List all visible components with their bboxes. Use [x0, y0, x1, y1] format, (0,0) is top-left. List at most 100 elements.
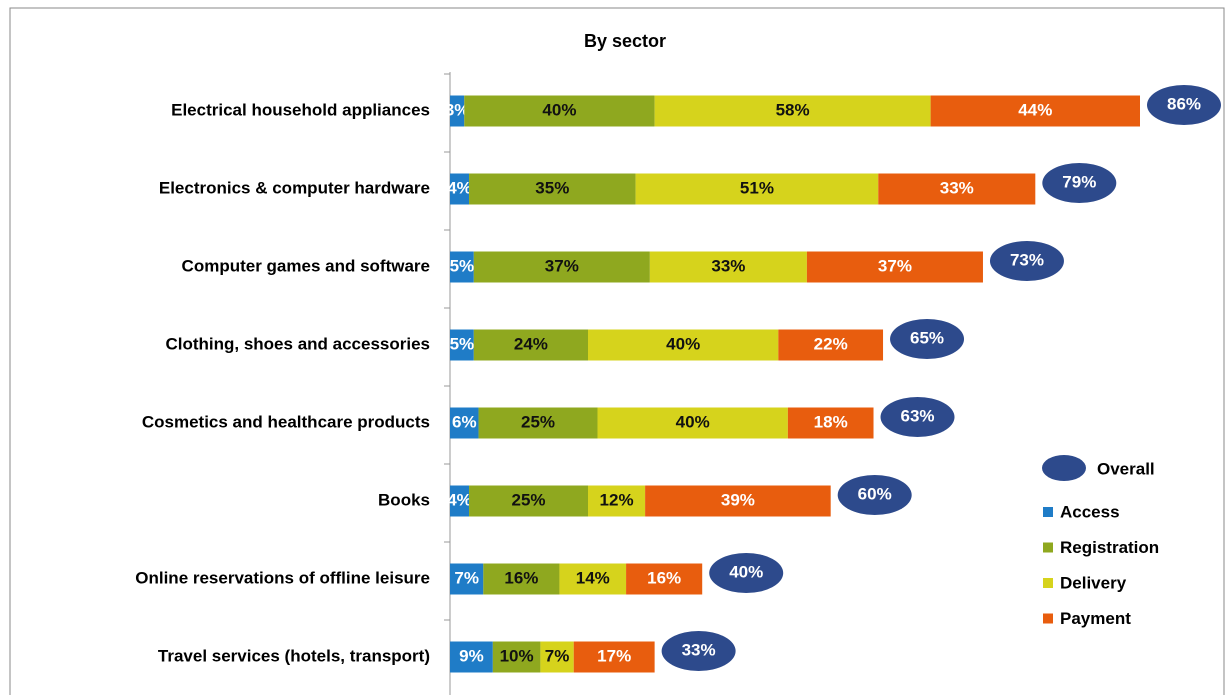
- bar-segment: [597, 407, 788, 439]
- bar-segment: [450, 329, 474, 361]
- category-label: Online reservations of offline leisure: [135, 568, 430, 587]
- legend-swatch: [1043, 542, 1053, 553]
- data-label: 17%: [597, 646, 631, 665]
- bar-segment: [478, 407, 598, 439]
- data-label: 16%: [504, 568, 538, 587]
- data-label: 40%: [676, 412, 710, 431]
- overall-marker: [1147, 85, 1221, 125]
- data-label: 37%: [878, 256, 912, 275]
- bar-segment: [787, 407, 874, 439]
- bar-segment: [559, 563, 627, 595]
- data-label: 35%: [535, 178, 569, 197]
- bar-segment: [469, 173, 636, 205]
- data-label: 5%: [450, 256, 475, 275]
- bar-segment: [573, 641, 655, 673]
- legend-swatch: [1043, 613, 1053, 624]
- data-label: 5%: [450, 334, 475, 353]
- data-label: 7%: [545, 646, 570, 665]
- data-label: 18%: [814, 412, 848, 431]
- data-label: 37%: [545, 256, 579, 275]
- bar-segment: [654, 95, 931, 127]
- data-label: 33%: [940, 178, 974, 197]
- data-label: 39%: [721, 490, 755, 509]
- bar-segment: [450, 641, 493, 673]
- data-label: 58%: [776, 100, 810, 119]
- bar-segment: [450, 563, 484, 595]
- category-label: Books: [378, 490, 430, 509]
- legend-swatch: [1042, 455, 1086, 481]
- bar-segment: [492, 641, 541, 673]
- data-label: 40%: [542, 100, 576, 119]
- overall-label: 60%: [858, 484, 892, 503]
- overall-marker: [837, 475, 912, 515]
- legend-swatch: [1043, 578, 1053, 588]
- bar-segment: [588, 485, 646, 517]
- overall-marker: [661, 631, 736, 671]
- category-label: Electrical household appliances: [171, 100, 430, 119]
- data-label: 22%: [814, 334, 848, 353]
- data-label: 12%: [600, 490, 634, 509]
- bar-segment: [450, 251, 474, 283]
- data-label: 25%: [512, 490, 546, 509]
- data-label: 3%: [445, 100, 470, 119]
- data-label: 24%: [514, 334, 548, 353]
- overall-label: 40%: [729, 562, 763, 581]
- bar-segment: [473, 251, 650, 283]
- data-label: 44%: [1018, 100, 1052, 119]
- overall-label: 63%: [901, 406, 935, 425]
- overall-marker: [989, 241, 1064, 281]
- legend-label: Registration: [1060, 538, 1159, 557]
- data-label: 10%: [500, 646, 534, 665]
- bar-segment: [483, 563, 560, 595]
- bar-segment: [464, 95, 655, 127]
- bar-segment: [469, 485, 588, 517]
- category-label: Clothing, shoes and accessories: [165, 334, 430, 353]
- data-label: 14%: [576, 568, 610, 587]
- data-label: 4%: [447, 178, 472, 197]
- overall-label: 86%: [1167, 94, 1201, 113]
- bar-segment: [473, 329, 588, 361]
- legend-label: Delivery: [1060, 573, 1127, 592]
- overall-label: 79%: [1062, 172, 1096, 191]
- data-label: 4%: [447, 490, 472, 509]
- overall-marker: [880, 397, 955, 437]
- bar-segment: [450, 407, 479, 439]
- data-label: 7%: [454, 568, 479, 587]
- legend-swatch: [1043, 507, 1053, 517]
- category-label: Travel services (hotels, transport): [158, 646, 430, 665]
- category-label: Electronics & computer hardware: [159, 178, 430, 197]
- data-label: 6%: [452, 412, 477, 431]
- data-label: 51%: [740, 178, 774, 197]
- bar-segment: [806, 251, 983, 283]
- data-label: 25%: [521, 412, 555, 431]
- bar-segment: [450, 95, 465, 127]
- bar-segment: [635, 173, 879, 205]
- data-label: 9%: [459, 646, 484, 665]
- data-label: 16%: [647, 568, 681, 587]
- overall-marker: [890, 319, 965, 359]
- category-label: Computer games and software: [182, 256, 430, 275]
- overall-label: 33%: [682, 640, 716, 659]
- legend-label: Overall: [1097, 459, 1155, 478]
- data-label: 40%: [666, 334, 700, 353]
- overall-label: 73%: [1010, 250, 1044, 269]
- bar-segment: [626, 563, 703, 595]
- data-label: 33%: [711, 256, 745, 275]
- bar-segment: [878, 173, 1036, 205]
- overall-marker: [1042, 163, 1117, 203]
- bar-segment: [450, 173, 470, 205]
- category-label: Cosmetics and healthcare products: [142, 412, 430, 431]
- overall-label: 65%: [910, 328, 944, 347]
- bar-segment: [649, 251, 807, 283]
- bar-segment: [588, 329, 779, 361]
- legend-label: Access: [1060, 502, 1120, 521]
- legend-label: Payment: [1060, 609, 1131, 628]
- bar-segment: [930, 95, 1140, 127]
- overall-marker: [709, 553, 784, 593]
- bar-segment: [450, 485, 470, 517]
- bar-segment: [540, 641, 574, 673]
- bar-segment: [645, 485, 831, 517]
- bar-segment: [778, 329, 884, 361]
